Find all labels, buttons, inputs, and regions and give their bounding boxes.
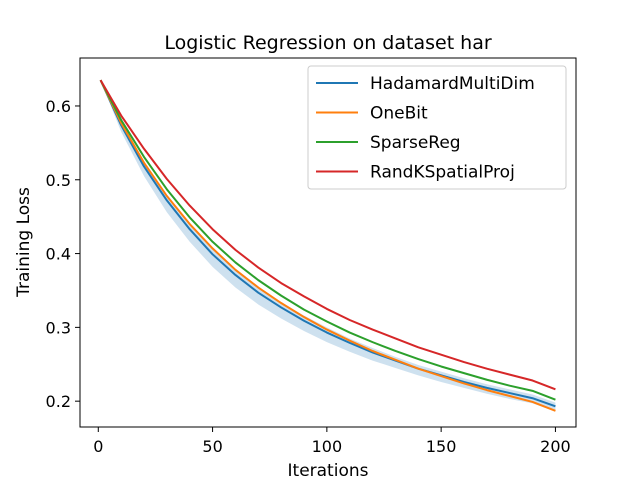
legend-box xyxy=(307,65,567,190)
series-line-2 xyxy=(99,79,556,401)
series-line-0 xyxy=(99,79,556,408)
y-tick-label: 0.3 xyxy=(46,318,71,337)
x-tick-label: 50 xyxy=(202,437,222,456)
legend-label: SparseReg xyxy=(370,133,461,153)
y-tick-label: 0.5 xyxy=(46,171,71,190)
y-tick-label: 0.2 xyxy=(46,392,71,411)
x-tick-label: 150 xyxy=(426,437,457,456)
y-axis-label: Training Loss xyxy=(14,187,34,298)
legend-label: RandKSpatialProj xyxy=(370,163,515,183)
y-tick-label: 0.6 xyxy=(46,97,71,116)
x-tick-label: 100 xyxy=(312,437,343,456)
plot-area: 0 50 100 150 200 0.2 0.3 0.4 0.5 0.6 HadamardMulti… xyxy=(46,57,577,456)
series-line-3 xyxy=(99,79,556,391)
plot-frame xyxy=(79,57,577,428)
x-tick-label: 200 xyxy=(540,437,571,456)
legend-label: HadamardMultiDim xyxy=(370,74,535,94)
chart-title: Logistic Regression on dataset har xyxy=(164,32,492,54)
legend-label: OneBit xyxy=(370,104,428,124)
x-tick-label: 0 xyxy=(93,437,103,456)
y-tick-label: 0.4 xyxy=(46,245,71,264)
x-axis-label: Iterations xyxy=(288,461,369,480)
series-line-1 xyxy=(99,79,556,412)
